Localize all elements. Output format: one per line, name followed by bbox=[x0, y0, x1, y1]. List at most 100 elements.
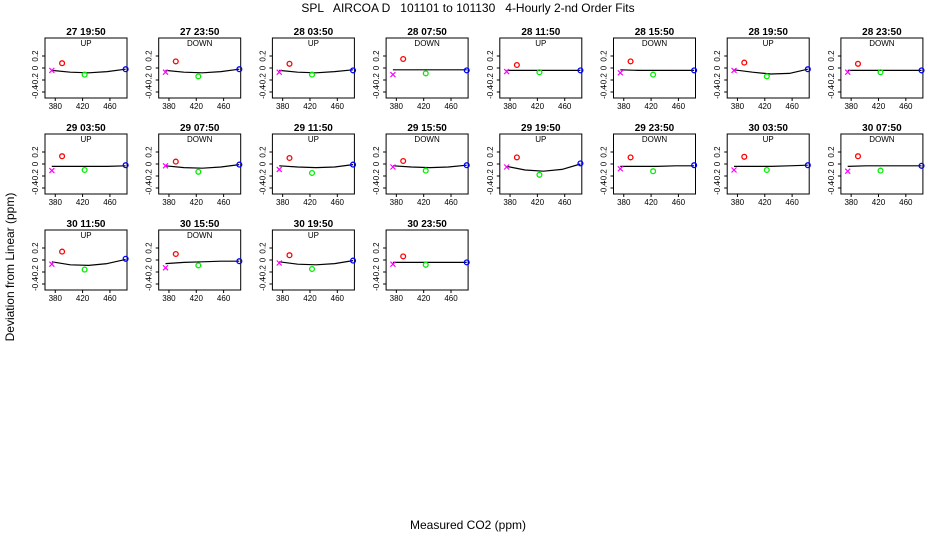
x-tick-label: 420 bbox=[303, 198, 317, 207]
panel-subtitle: UP bbox=[308, 135, 319, 144]
x-tick-label: 380 bbox=[617, 198, 631, 207]
x-tick-label: 460 bbox=[444, 294, 458, 303]
data-point bbox=[627, 58, 634, 65]
fit-curve bbox=[165, 164, 240, 169]
y-tick-label: 0.2 bbox=[713, 50, 722, 62]
data-point bbox=[844, 168, 851, 175]
y-axis-label: Deviation from Linear (ppm) bbox=[3, 192, 17, 342]
x-tick-label: 380 bbox=[276, 102, 290, 111]
data-point bbox=[422, 261, 429, 268]
data-point bbox=[400, 157, 407, 165]
x-tick-label: 380 bbox=[844, 102, 858, 111]
data-point bbox=[48, 67, 55, 74]
y-tick-label: -0.4 bbox=[372, 181, 381, 195]
y-tick-label: -0.2 bbox=[372, 169, 381, 183]
y-tick-label: 0.2 bbox=[145, 50, 154, 62]
data-point bbox=[577, 67, 584, 74]
y-tick-label: 0 bbox=[258, 65, 267, 70]
data-point bbox=[854, 60, 862, 67]
y-tick-label: 0.2 bbox=[486, 146, 495, 158]
x-tick-label: 460 bbox=[444, 102, 458, 111]
data-point bbox=[349, 67, 357, 74]
data-point bbox=[390, 164, 396, 170]
data-point bbox=[463, 259, 470, 266]
data-point bbox=[422, 70, 429, 77]
y-tick-label: 0.2 bbox=[258, 242, 267, 254]
y-tick-label: -0.4 bbox=[827, 181, 836, 195]
data-point bbox=[308, 265, 316, 273]
y-tick-label: 0 bbox=[600, 161, 609, 166]
data-point bbox=[122, 66, 129, 73]
y-tick-label: 0.2 bbox=[31, 50, 40, 62]
data-point bbox=[195, 168, 202, 175]
panel-title: 28 07:50 bbox=[407, 27, 447, 38]
panel-subtitle: DOWN bbox=[642, 39, 668, 48]
y-tick-label: -0.4 bbox=[486, 85, 495, 99]
x-tick-label: 460 bbox=[444, 198, 458, 207]
data-point bbox=[81, 71, 88, 78]
x-tick-label: 420 bbox=[644, 198, 658, 207]
x-tick-label: 380 bbox=[503, 102, 517, 111]
x-tick-label: 460 bbox=[785, 102, 799, 111]
panel-subtitle: DOWN bbox=[642, 135, 668, 144]
panel-title: 27 19:50 bbox=[66, 27, 106, 38]
fit-curve bbox=[51, 258, 126, 266]
x-tick-label: 460 bbox=[103, 294, 117, 303]
fit-curve bbox=[620, 69, 695, 71]
x-tick-label: 460 bbox=[331, 102, 345, 111]
x-tick-label: 420 bbox=[417, 198, 431, 207]
panel-subtitle: UP bbox=[535, 135, 546, 144]
y-tick-label: -0.2 bbox=[827, 169, 836, 183]
y-tick-label: 0.2 bbox=[372, 50, 381, 62]
x-tick-label: 380 bbox=[390, 102, 404, 111]
data-point bbox=[390, 261, 396, 268]
panel-title: 28 15:50 bbox=[635, 27, 675, 38]
x-tick-label: 380 bbox=[731, 198, 745, 207]
y-tick-label: 0.2 bbox=[600, 146, 609, 158]
y-tick-label: 0.2 bbox=[31, 242, 40, 254]
data-point bbox=[172, 58, 179, 65]
data-point bbox=[162, 162, 169, 169]
data-point bbox=[236, 258, 243, 265]
chart-panel: 30 23:50 -0.4-0.2 0 0.2 380 420 460 bbox=[372, 219, 470, 303]
x-tick-label: 460 bbox=[899, 102, 913, 111]
y-tick-label: -0.4 bbox=[31, 277, 40, 291]
data-point bbox=[463, 162, 470, 169]
x-tick-label: 380 bbox=[49, 294, 63, 303]
y-tick-label: -0.2 bbox=[145, 73, 154, 87]
y-tick-label: -0.2 bbox=[600, 73, 609, 87]
data-point bbox=[400, 55, 407, 63]
x-tick-label: 420 bbox=[531, 198, 545, 207]
y-tick-label: 0 bbox=[827, 161, 836, 166]
y-tick-label: 0 bbox=[713, 161, 722, 166]
x-tick-label: 380 bbox=[276, 294, 290, 303]
y-tick-label: -0.4 bbox=[258, 85, 267, 99]
figure-title: SPL AIRCOA D 101101 to 101130 4-Hourly 2… bbox=[301, 1, 635, 15]
data-point bbox=[349, 161, 357, 168]
y-tick-label: -0.2 bbox=[372, 265, 381, 279]
y-tick-label: -0.4 bbox=[145, 277, 154, 291]
data-point bbox=[172, 158, 179, 165]
fit-curve bbox=[506, 163, 581, 172]
y-tick-label: -0.4 bbox=[713, 85, 722, 99]
data-point bbox=[741, 59, 748, 66]
y-tick-label: 0.2 bbox=[827, 146, 836, 158]
data-point bbox=[122, 255, 129, 262]
data-point bbox=[276, 69, 283, 76]
panel-title: 30 11:50 bbox=[67, 219, 106, 230]
panel-subtitle: UP bbox=[80, 135, 91, 144]
panel-title: 29 07:50 bbox=[180, 123, 220, 134]
y-tick-label: -0.4 bbox=[486, 181, 495, 195]
panel-subtitle: DOWN bbox=[187, 231, 213, 240]
data-point bbox=[650, 71, 657, 78]
x-tick-label: 420 bbox=[417, 102, 431, 111]
y-tick-label: 0 bbox=[486, 161, 495, 166]
data-point bbox=[59, 248, 66, 255]
y-tick-label: 0.2 bbox=[31, 146, 40, 158]
panel-subtitle: DOWN bbox=[187, 135, 213, 144]
